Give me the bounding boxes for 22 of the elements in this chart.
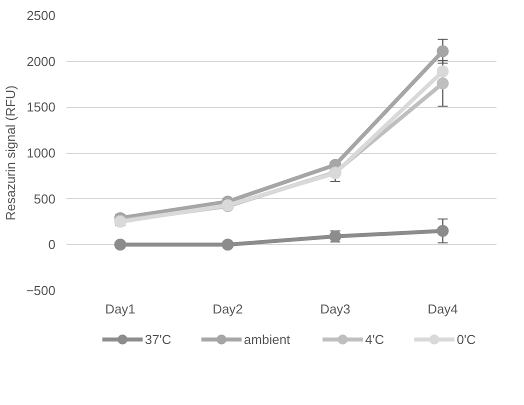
legend-label: ambient [244, 332, 291, 347]
x-tick-label: Day1 [105, 302, 136, 316]
y-tick-label: 0 [48, 237, 56, 252]
y-tick-label: 1000 [26, 146, 56, 160]
x-tick-label: Day2 [212, 302, 243, 316]
y-axis-title: Resazurin signal (RFU) [3, 85, 18, 221]
y-tick-label: −500 [26, 283, 56, 298]
point [436, 224, 449, 237]
point [222, 238, 234, 251]
y-tick-label: 500 [34, 191, 56, 206]
x-tick-label: Day4 [428, 302, 458, 316]
legend-label: 4'C [365, 332, 384, 347]
y-tick-label: 1500 [26, 100, 56, 115]
y-tick-label: 2000 [26, 54, 56, 69]
point [436, 77, 449, 90]
legend-label: 0'C [456, 332, 476, 347]
legend-label: 37'C [144, 332, 172, 347]
y-tick-label: 2500 [26, 8, 56, 23]
point [114, 238, 126, 251]
point [436, 45, 449, 58]
x-tick-label: Day3 [320, 302, 350, 316]
point [436, 65, 449, 78]
